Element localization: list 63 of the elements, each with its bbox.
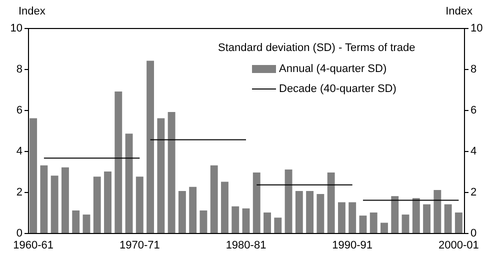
bar — [50, 176, 58, 233]
bar — [82, 214, 90, 233]
bar — [412, 198, 420, 233]
x-tick-label: 2000-01 — [438, 240, 479, 252]
bar — [423, 204, 430, 233]
bar — [295, 190, 303, 233]
bar — [380, 222, 388, 233]
bar — [391, 196, 399, 233]
y-tick-label: 6 — [16, 104, 22, 116]
bar — [370, 212, 378, 233]
legend-label: Decade (40-quarter SD) — [279, 83, 396, 95]
x-tick-label: 1960-61 — [13, 240, 54, 252]
bar — [146, 60, 154, 233]
bar — [62, 167, 69, 233]
y-tick-label: 10 — [10, 22, 22, 34]
y2-axis-title: Index — [446, 6, 473, 18]
bar — [93, 176, 101, 233]
legend-label: Annual (4-quarter SD) — [279, 63, 387, 75]
y2-tick-label: 8 — [470, 64, 477, 76]
bar — [402, 214, 410, 233]
bar — [189, 186, 197, 233]
y-tick-label: 4 — [16, 146, 22, 158]
bar — [434, 190, 442, 233]
bar — [168, 112, 176, 233]
bar — [264, 212, 271, 233]
bar — [242, 208, 250, 233]
y2-tick-label: 10 — [470, 22, 483, 34]
bar — [178, 190, 186, 233]
y2-tick-label: 4 — [470, 146, 477, 158]
bar — [221, 182, 228, 233]
bar — [274, 218, 282, 233]
bar — [306, 190, 314, 233]
bar — [157, 118, 165, 233]
y-tick-label: 2 — [16, 186, 22, 198]
bar — [210, 165, 218, 233]
bar — [348, 202, 356, 233]
bar — [316, 194, 324, 233]
x-tick-label: 1980-81 — [226, 240, 266, 252]
bar — [359, 216, 367, 233]
bar — [136, 176, 144, 233]
bar — [104, 172, 112, 233]
bar — [114, 92, 122, 233]
y2-tick-label: 0 — [470, 228, 477, 240]
y2-tick-label: 2 — [470, 186, 477, 198]
bar — [284, 169, 292, 233]
y-tick-label: 8 — [16, 64, 22, 76]
bar — [444, 204, 452, 233]
bar — [232, 206, 240, 233]
y2-tick-label: 6 — [470, 104, 477, 116]
bar — [200, 210, 208, 233]
x-tick-label: 1990-91 — [332, 240, 373, 252]
bar — [40, 165, 48, 233]
bar — [125, 134, 133, 233]
bar — [327, 172, 335, 233]
bar — [338, 202, 346, 233]
y-tick-label: 0 — [16, 228, 22, 240]
legend-title: Standard deviation (SD) - Terms of trade — [218, 42, 416, 54]
bar — [72, 210, 80, 233]
y-axis-title: Index — [18, 6, 46, 18]
x-tick-label: 1970-71 — [119, 240, 160, 252]
bar — [30, 118, 38, 233]
bar — [252, 172, 260, 233]
bar — [454, 212, 462, 233]
